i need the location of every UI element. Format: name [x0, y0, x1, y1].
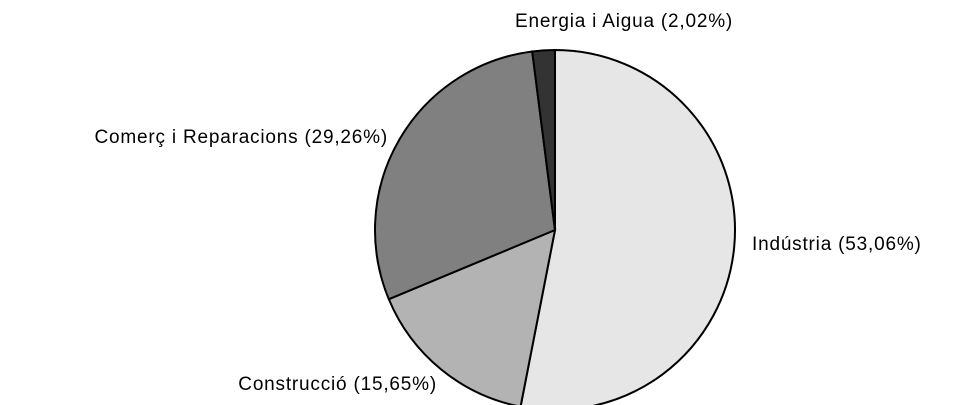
slice-label: Construcció (15,65%) — [238, 374, 437, 395]
slice-label: Energia i Aigua (2,02%) — [515, 11, 733, 32]
pie-slice — [531, 48, 556, 231]
pie-slice — [387, 228, 557, 405]
pie-slice — [519, 48, 736, 405]
slice-label: Indústria (53,06%) — [752, 234, 922, 255]
pie-slice — [374, 50, 557, 301]
slice-label: Comerç i Reparacions (29,26%) — [94, 127, 388, 148]
